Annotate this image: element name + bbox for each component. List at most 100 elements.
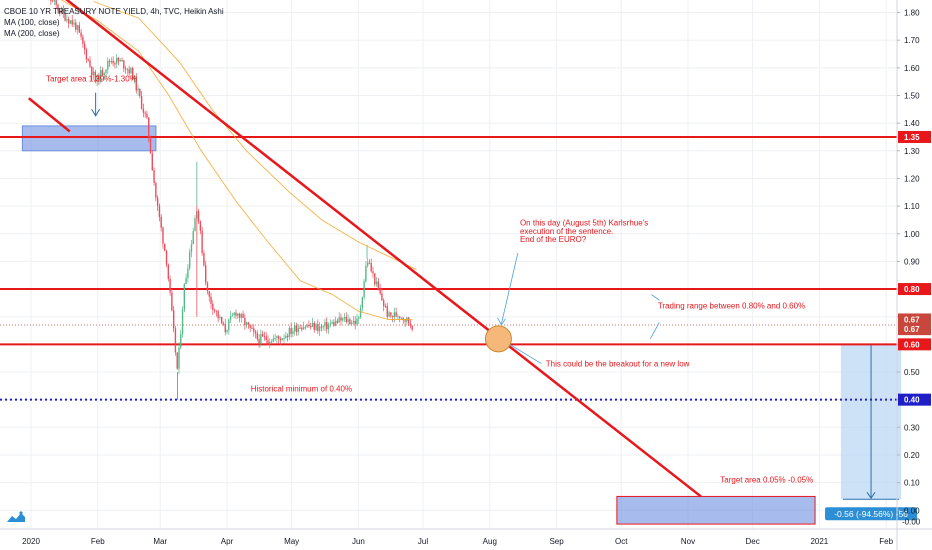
candle-body (399, 316, 401, 318)
candle-body (124, 68, 127, 70)
candle-body (349, 319, 351, 325)
candle-body (231, 314, 234, 316)
candle-body (372, 271, 374, 274)
candle-body (110, 60, 113, 63)
trendline-2 (28, 97, 71, 133)
candle-body (286, 335, 289, 338)
candle-body (101, 70, 104, 76)
candle-body (245, 322, 248, 326)
price-badge-1: 0.67 (904, 315, 920, 324)
candle-body (82, 36, 84, 44)
y-tick-label: 0.00 (904, 506, 920, 515)
arrow-range-down (650, 322, 660, 340)
candle-body (108, 60, 111, 63)
candle-body (62, 9, 64, 13)
candle-body (123, 60, 125, 69)
candle-body (215, 310, 218, 312)
breakout-circle (484, 325, 512, 353)
moving-averages (60, 0, 417, 320)
candle-body (254, 331, 257, 334)
candle-body (217, 311, 219, 319)
candle-body (267, 340, 269, 344)
candle-body (96, 74, 98, 82)
candle-body (361, 297, 364, 309)
candle-body (256, 333, 259, 340)
candle-body (121, 60, 123, 62)
chart-title: CBOE 10 YR TREASURY NOTE YIELD, 4h, TVC,… (4, 7, 224, 16)
candle-body (317, 324, 319, 331)
candle-body (80, 32, 82, 37)
y-tick-label: 1.00 (904, 230, 920, 239)
candle-body (228, 319, 230, 331)
candle-body (98, 74, 100, 82)
ma100-line (60, 0, 413, 320)
annotation-4: execution of the sentence. (520, 227, 613, 236)
candle-body (71, 20, 73, 25)
level-badge-0.80-bg (898, 283, 931, 296)
candle-body (194, 218, 196, 232)
candle-body (374, 273, 376, 285)
candle-body (112, 60, 114, 64)
x-tick-label: Sep (549, 537, 564, 546)
candle-body (107, 60, 109, 70)
price-badge-2: 0.67 (904, 325, 920, 334)
candle-body (238, 313, 241, 318)
x-tick-label: Jul (418, 537, 428, 546)
y-tick-label: 0.30 (904, 423, 920, 432)
candle-body (345, 316, 348, 323)
candle-body (318, 326, 321, 331)
candle-body (201, 230, 203, 254)
chart-legend: CBOE 10 YR TREASURY NOTE YIELD, 4h, TVC,… (4, 6, 224, 39)
y-tick-label: 1.80 (904, 9, 920, 18)
candle-body (333, 322, 335, 326)
candle-body (103, 73, 105, 76)
candle-body (299, 327, 301, 329)
candle-body (391, 315, 394, 318)
candle-body (133, 76, 136, 80)
annotation-3: On this day (August 5th) Karlsrhue's (520, 218, 648, 227)
candle-body (114, 63, 116, 65)
arrow-note-to-circle (501, 253, 519, 324)
candle-body (326, 322, 328, 330)
candle-body (126, 69, 129, 71)
candle-body (381, 293, 383, 301)
candle-body (171, 292, 173, 311)
candle-body (128, 69, 130, 74)
candle-body (397, 316, 399, 318)
annotations: Target area 1.39%-1.30% Historical minimu… (46, 75, 813, 485)
candle-body (140, 96, 143, 109)
x-tick-label: Jun (352, 537, 365, 546)
candle-body (400, 317, 403, 319)
candle-body (311, 322, 314, 327)
candle-body (155, 182, 157, 198)
candle-body (67, 19, 70, 24)
candle-body (370, 263, 372, 272)
candle-body (359, 308, 362, 318)
legend-ma200[interactable]: MA (200, close) (4, 29, 60, 38)
candle-body (409, 323, 412, 326)
candle-body (263, 336, 266, 338)
arrow-head (497, 317, 506, 326)
tradingview-logo-icon[interactable] (6, 510, 26, 524)
candle-body (69, 20, 72, 24)
candle-body (404, 320, 406, 322)
legend-ma100[interactable]: MA (100, close) (4, 18, 60, 27)
candle-body (334, 320, 337, 326)
candle-body (187, 268, 189, 278)
level-badge-1.35-bg (898, 130, 931, 143)
candle-body (354, 320, 356, 325)
candle-body (258, 339, 260, 344)
candle-body (315, 324, 317, 330)
candle-body (281, 338, 283, 341)
candle-body (285, 335, 287, 339)
candle-body (219, 317, 221, 319)
projection-label-bg (825, 507, 918, 521)
horizontal-levels (0, 135, 897, 401)
candle-body (146, 113, 148, 118)
candle-body (99, 70, 102, 82)
candle-body (59, 10, 61, 14)
candle-body (229, 315, 232, 320)
y-tick-label: 1.30 (904, 147, 920, 156)
